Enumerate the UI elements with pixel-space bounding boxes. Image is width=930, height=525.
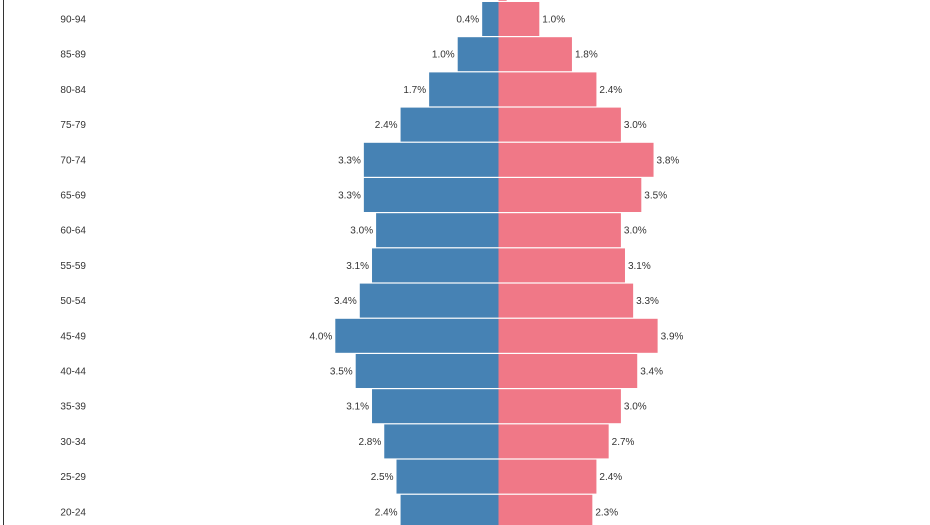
age-group-label: 65-69 <box>60 191 86 202</box>
bar-right <box>498 72 597 107</box>
age-group-label: 85-89 <box>60 50 86 61</box>
value-label-left: 3.3% <box>338 155 361 166</box>
age-group-label: 35-39 <box>60 402 86 413</box>
age-group-label: 70-74 <box>60 155 86 166</box>
value-label-right: 2.4% <box>599 472 622 483</box>
value-label-right: 3.0% <box>624 402 647 413</box>
value-label-right: 3.0% <box>624 226 647 237</box>
value-label-left: 3.5% <box>330 367 353 378</box>
bar-right <box>498 494 593 525</box>
bar-left <box>482 2 499 36</box>
value-label-left: 3.1% <box>346 402 369 413</box>
bar-right-partial <box>498 0 507 1</box>
value-label-left: 1.7% <box>403 85 426 96</box>
value-label-left: 1.0% <box>432 50 455 61</box>
value-label-left: 0.4% <box>456 15 479 26</box>
bar-left <box>457 37 499 72</box>
bar-left <box>359 283 499 318</box>
age-group-label: 25-29 <box>60 472 86 483</box>
bar-left <box>400 107 499 142</box>
bar-left <box>376 213 499 248</box>
value-label-right: 2.4% <box>599 85 622 96</box>
bar-left <box>429 72 499 107</box>
value-label-left: 3.0% <box>350 226 373 237</box>
value-label-right: 3.9% <box>661 331 684 342</box>
value-label-left: 2.4% <box>375 120 398 131</box>
bar-left <box>384 424 499 459</box>
bar-right <box>498 37 572 72</box>
bar-right <box>498 178 642 212</box>
age-group-label: 80-84 <box>60 85 86 96</box>
age-group-label: 55-59 <box>60 261 86 272</box>
bar-left <box>396 459 499 494</box>
bar-right <box>498 107 621 142</box>
bar-right <box>498 248 625 283</box>
age-group-label: 75-79 <box>60 120 86 131</box>
bar-right <box>498 318 658 353</box>
value-label-right: 3.0% <box>624 120 647 131</box>
value-label-left: 3.1% <box>346 261 369 272</box>
age-group-label: 60-64 <box>60 226 86 237</box>
bar-right <box>498 283 634 318</box>
age-group-label: 30-34 <box>60 437 86 448</box>
bar-left <box>363 142 499 177</box>
age-group-label: 50-54 <box>60 296 86 307</box>
age-group-label: 40-44 <box>60 367 86 378</box>
bar-left <box>400 494 499 525</box>
value-label-left: 2.5% <box>371 472 394 483</box>
bar-right <box>498 213 621 248</box>
value-label-right: 2.7% <box>612 437 635 448</box>
bar-right <box>498 459 597 494</box>
value-label-right: 3.1% <box>628 261 651 272</box>
bar-left <box>372 248 499 283</box>
value-label-right: 1.8% <box>575 50 598 61</box>
bar-right <box>498 142 654 177</box>
value-label-right: 3.5% <box>644 191 667 202</box>
bar-right <box>498 354 638 388</box>
bar-left <box>355 354 499 388</box>
value-label-left: 3.3% <box>338 191 361 202</box>
value-label-left: 3.4% <box>334 296 357 307</box>
bar-left <box>372 389 499 424</box>
value-label-left: 2.8% <box>358 437 381 448</box>
value-label-right: 3.4% <box>640 367 663 378</box>
value-label-left: 4.0% <box>310 331 333 342</box>
value-label-left: 2.4% <box>375 507 398 518</box>
age-group-label: 90-94 <box>60 15 86 26</box>
bar-left <box>335 318 499 353</box>
age-group-label: 45-49 <box>60 331 86 342</box>
value-label-right: 1.0% <box>542 15 565 26</box>
age-group-label: 20-24 <box>60 507 86 518</box>
value-label-right: 3.8% <box>657 155 680 166</box>
value-label-right: 3.3% <box>636 296 659 307</box>
bar-right <box>498 2 540 36</box>
bar-left <box>363 178 499 212</box>
value-label-right: 2.3% <box>595 507 618 518</box>
bar-right <box>498 389 621 424</box>
bar-right <box>498 424 609 459</box>
